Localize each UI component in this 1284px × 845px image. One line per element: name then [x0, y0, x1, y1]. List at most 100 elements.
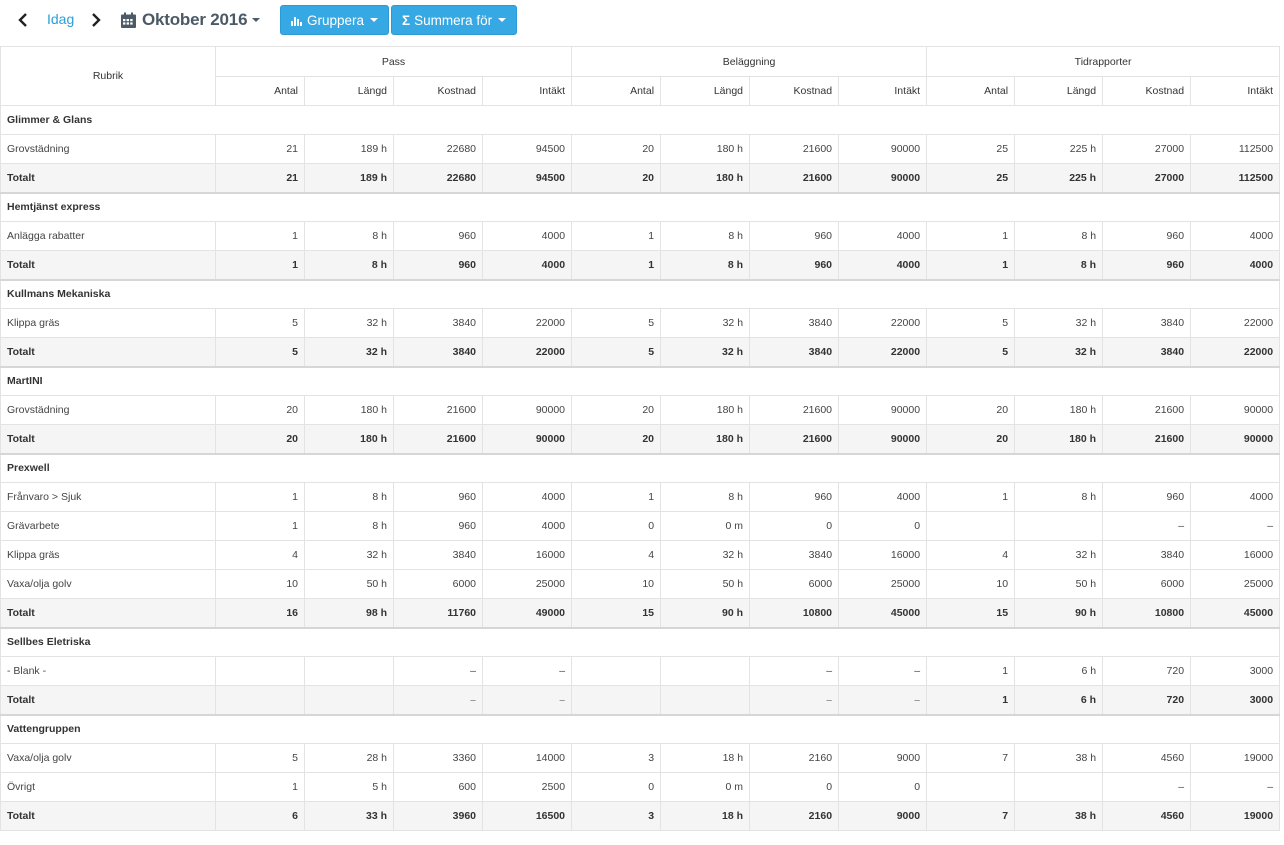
- table-cell: 27000: [1102, 163, 1192, 193]
- table-cell: 38 h: [1014, 743, 1104, 773]
- table-cell: 0: [571, 772, 662, 802]
- table-cell: 8 h: [1014, 482, 1104, 512]
- table-cell: –: [1102, 511, 1192, 541]
- table-cell: 5: [215, 743, 305, 773]
- table-cell: 189 h: [304, 134, 394, 164]
- table-cell: 21600: [749, 424, 840, 454]
- table-cell: 18 h: [660, 743, 751, 773]
- table-cell: 5: [215, 308, 305, 338]
- table-cell: 960: [749, 221, 840, 251]
- table-cell: 4: [926, 540, 1016, 570]
- total-label: Totalt: [0, 801, 216, 831]
- total-row: Totalt 21 189 h 22680 94500 20 180 h 21600 90000…: [0, 163, 1281, 193]
- table-cell: 21600: [393, 395, 483, 425]
- table-cell: 600: [393, 772, 483, 802]
- table-cell: 8 h: [660, 221, 751, 251]
- table-cell: 21: [215, 134, 305, 164]
- table-cell: 94500: [481, 163, 573, 193]
- table-cell: 8 h: [304, 511, 394, 541]
- sum-button-label: Summera för: [414, 12, 493, 28]
- sum-button[interactable]: Σ Summera för: [391, 5, 518, 35]
- table-cell: 7: [926, 743, 1016, 773]
- table-cell: 45000: [1190, 598, 1281, 628]
- table-cell: 5: [215, 337, 305, 367]
- group-row: Vattengruppen: [0, 713, 1281, 744]
- chevron-down-icon: [370, 18, 379, 22]
- table-cell: 180 h: [1014, 395, 1104, 425]
- table-cell: [571, 685, 662, 715]
- table-cell: 22000: [838, 337, 928, 367]
- table-cell: –: [481, 656, 573, 686]
- table-cell: 112500: [1190, 163, 1281, 193]
- table-row: - Blank - – – – –1 6 h 720 3000: [0, 656, 1281, 686]
- row-label: Frånvaro > Sjuk: [0, 482, 216, 512]
- table-cell: 21600: [749, 163, 840, 193]
- table-cell: 960: [393, 511, 483, 541]
- table-cell: –: [838, 685, 928, 715]
- table-cell: 0 m: [660, 772, 751, 802]
- table-cell: 4560: [1102, 743, 1192, 773]
- table-cell: 1: [571, 250, 662, 280]
- table-cell: 9000: [838, 801, 928, 831]
- group-button[interactable]: Gruppera: [280, 5, 390, 35]
- table-cell: –: [393, 656, 483, 686]
- group-name: Sellbes Eletriska: [0, 626, 1281, 657]
- table-cell: 20: [215, 395, 305, 425]
- table-cell: 21600: [749, 395, 840, 425]
- total-label: Totalt: [0, 337, 216, 367]
- group-row: Kullmans Mekaniska: [0, 278, 1281, 309]
- table-cell: –: [749, 656, 840, 686]
- table-cell: 25000: [838, 569, 928, 599]
- table-cell: [215, 685, 305, 715]
- today-link[interactable]: Idag: [47, 11, 75, 27]
- chevron-left-icon[interactable]: [17, 11, 33, 29]
- table-cell: 180 h: [1014, 424, 1104, 454]
- table-cell: 960: [1102, 221, 1192, 251]
- table-cell: 4000: [838, 482, 928, 512]
- table-cell: 0 m: [660, 511, 751, 541]
- table-cell: 960: [393, 482, 483, 512]
- table-cell: 49000: [481, 598, 573, 628]
- table-cell: 8 h: [304, 482, 394, 512]
- table-cell: 1: [926, 221, 1016, 251]
- table-cell: 180 h: [304, 395, 394, 425]
- table-cell: 90000: [838, 395, 928, 425]
- total-label: Totalt: [0, 598, 216, 628]
- table-cell: 21600: [1102, 395, 1192, 425]
- table-cell: 32 h: [304, 337, 394, 367]
- table-cell: 3840: [393, 337, 483, 367]
- table-cell: 20: [215, 424, 305, 454]
- table-cell: 3840: [749, 540, 840, 570]
- total-label: Totalt: [0, 163, 216, 193]
- table-row: Grovstädning 21 189 h 22680 94500 20 180 h 2160…: [0, 134, 1281, 164]
- group-name: Hemtjänst express: [0, 191, 1281, 222]
- table-cell: 32 h: [660, 540, 751, 570]
- month-picker[interactable]: Oktober 2016: [120, 9, 261, 31]
- table-cell: 50 h: [1014, 569, 1104, 599]
- table-cell: 32 h: [660, 337, 751, 367]
- table-cell: 3840: [393, 308, 483, 338]
- table-cell: –: [481, 685, 573, 715]
- section-header-pass: Pass: [214, 46, 573, 77]
- table-cell: 22000: [481, 308, 573, 338]
- table-cell: 90000: [481, 395, 573, 425]
- table-cell: 225 h: [1014, 134, 1104, 164]
- table-cell: 98 h: [304, 598, 394, 628]
- table-cell: 27000: [1102, 134, 1192, 164]
- total-label: Totalt: [0, 685, 216, 715]
- table-cell: 1: [926, 482, 1016, 512]
- column-header: Längd: [660, 76, 751, 106]
- table-cell: 16000: [838, 540, 928, 570]
- column-header: Antal: [926, 76, 1016, 106]
- column-header: Intäkt: [838, 76, 928, 106]
- table-cell: 32 h: [660, 308, 751, 338]
- table-cell: 180 h: [304, 424, 394, 454]
- table-cell: 6 h: [1014, 656, 1104, 686]
- table-cell: 16000: [1190, 540, 1281, 570]
- table-cell: 180 h: [660, 424, 751, 454]
- row-label: Klippa gräs: [0, 308, 216, 338]
- table-cell: 3840: [749, 308, 840, 338]
- table-cell: 18 h: [660, 801, 751, 831]
- table-cell: 1: [926, 656, 1016, 686]
- chevron-right-icon[interactable]: [90, 11, 106, 29]
